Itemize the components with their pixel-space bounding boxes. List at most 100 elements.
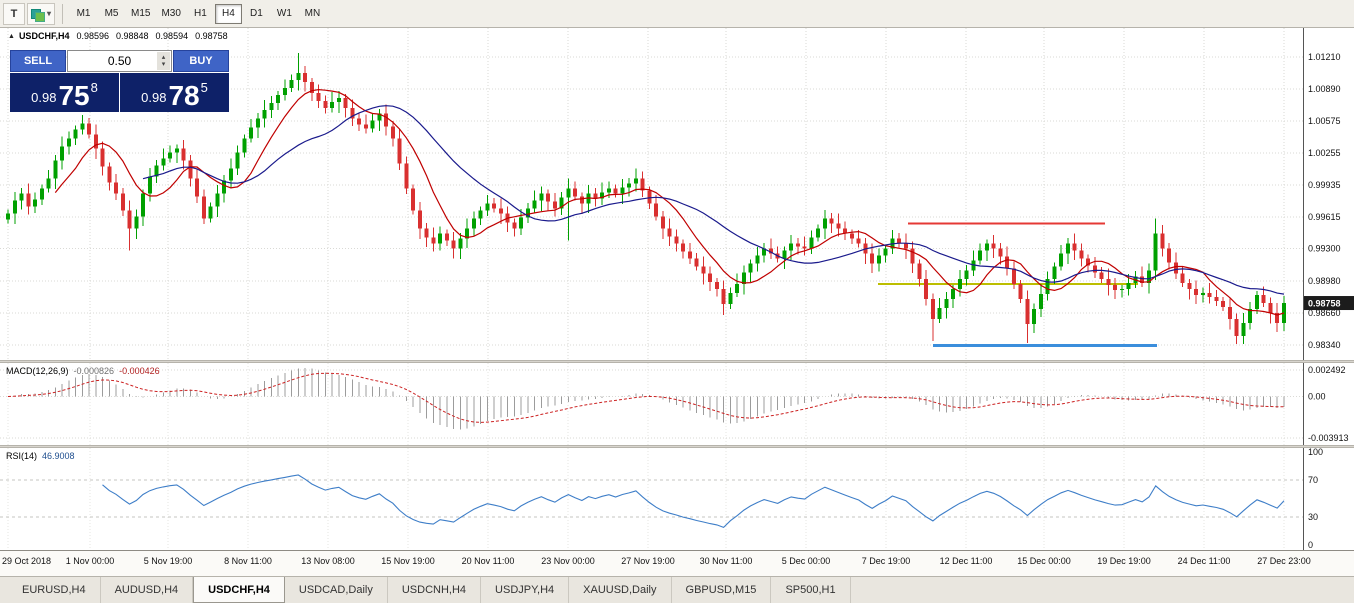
spinner-down-icon[interactable]: ▾	[161, 61, 166, 68]
svg-text:0.99935: 0.99935	[1308, 180, 1341, 190]
buy-price-prefix: 0.98	[141, 90, 167, 105]
svg-text:1.00575: 1.00575	[1308, 116, 1341, 126]
timeframe-button-m15[interactable]: M15	[126, 4, 155, 24]
ohlc-low: 0.98594	[155, 31, 189, 41]
price-chart-panel: 1.01210 1.00890 1.00575 1.00255 0.99935 0.996…	[0, 28, 1354, 360]
svg-text:0.98660: 0.98660	[1308, 308, 1341, 318]
time-axis-label: 19 Dec 19:00	[1097, 556, 1151, 566]
indicators-icon[interactable]: ▾	[27, 2, 56, 25]
svg-text:-0.003913: -0.003913	[1308, 433, 1349, 443]
svg-text:0.98758: 0.98758	[1308, 299, 1341, 309]
macd-chart[interactable]: 0.002492 0.00 -0.003913	[0, 363, 1354, 445]
panel-splitter[interactable]	[0, 445, 1354, 448]
rsi-label: RSI(14) 46.9008	[6, 451, 75, 461]
templates-glyph: T	[10, 7, 18, 20]
ohlc-high: 0.98848	[116, 31, 149, 41]
time-axis-label: 30 Nov 11:00	[699, 556, 753, 566]
volume-value[interactable]: 0.50	[107, 54, 132, 68]
sell-price-prefix: 0.98	[31, 90, 57, 105]
chart-tab-usdchf-h4[interactable]: USDCHF,H4	[193, 577, 285, 603]
time-axis-label: 20 Nov 11:00	[461, 556, 515, 566]
ohlc-open: 0.98596	[76, 31, 109, 41]
collapse-arrow-icon[interactable]: ▲	[8, 32, 15, 40]
price-chart[interactable]: 1.01210 1.00890 1.00575 1.00255 0.99935 0.996…	[0, 28, 1354, 360]
timeframe-button-w1[interactable]: W1	[271, 4, 298, 24]
time-axis-label: 27 Dec 23:00	[1257, 556, 1311, 566]
sell-price[interactable]: 0.98 75 8	[10, 73, 119, 112]
time-axis-label: 29 Oct 2018	[2, 556, 52, 566]
svg-text:0: 0	[1308, 540, 1313, 550]
svg-text:0.98340: 0.98340	[1308, 340, 1341, 350]
svg-text:30: 30	[1308, 512, 1318, 522]
timeframe-button-d1[interactable]: D1	[243, 4, 270, 24]
time-axis-label: 24 Dec 11:00	[1177, 556, 1231, 566]
time-axis-label: 27 Nov 19:00	[621, 556, 675, 566]
buy-price-sup: 5	[200, 80, 208, 95]
svg-text:1.01210: 1.01210	[1308, 52, 1341, 62]
volume-spinner[interactable]: ▴ ▾	[157, 52, 170, 70]
spinner-up-icon[interactable]: ▴	[161, 54, 166, 61]
time-axis-label: 15 Dec 00:00	[1017, 556, 1071, 566]
chart-tab-xauusd-daily[interactable]: XAUUSD,Daily	[569, 577, 672, 603]
chart-tab-usdcnh-h4[interactable]: USDCNH,H4	[388, 577, 482, 603]
macd-value-main: -0.000826	[73, 366, 115, 376]
timeframe-button-m30[interactable]: M30	[156, 4, 185, 24]
svg-text:0.99300: 0.99300	[1308, 244, 1341, 254]
macd-name: MACD(12,26,9)	[6, 366, 69, 376]
timeframe-button-m1[interactable]: M1	[70, 4, 97, 24]
symbol-ohlc: ▲ USDCHF,H4 0.98596 0.98848 0.98594 0.98…	[8, 31, 228, 41]
time-axis-label: 15 Nov 19:00	[381, 556, 435, 566]
svg-text:0.98980: 0.98980	[1308, 276, 1341, 286]
symbol-label: USDCHF,H4	[18, 31, 70, 41]
svg-text:70: 70	[1308, 475, 1318, 485]
chart-tab-audusd-h4[interactable]: AUDUSD,H4	[101, 577, 194, 603]
svg-text:1.00255: 1.00255	[1308, 148, 1341, 158]
time-axis[interactable]: 29 Oct 2018 1 Nov 00:00 5 Nov 19:00 8 Nov 1…	[0, 550, 1354, 576]
chart-tab-eurusd-h4[interactable]: EURUSD,H4	[8, 577, 101, 603]
time-axis-label: 1 Nov 00:00	[65, 556, 115, 566]
volume-control[interactable]: 0.50 ▴ ▾	[67, 50, 172, 72]
svg-text:100: 100	[1308, 448, 1323, 457]
macd-value-signal: -0.000426	[119, 366, 160, 376]
one-click-trading-widget: SELL 0.50 ▴ ▾ BUY 0.98 75 8 0.98	[10, 50, 229, 112]
svg-text:0.002492: 0.002492	[1308, 365, 1346, 375]
toolbar: T ▾ M1 M5 M15 M30 H1 H4 D1 W1 MN	[0, 0, 1354, 28]
layers-icon	[31, 8, 45, 22]
timeframe-button-h4[interactable]: H4	[214, 3, 242, 24]
svg-text:0.99615: 0.99615	[1308, 212, 1341, 222]
sell-price-big: 75	[58, 79, 90, 111]
buy-price-big: 78	[168, 79, 200, 111]
ohlc-close: 0.98758	[195, 31, 228, 41]
time-axis-label: 5 Nov 19:00	[143, 556, 193, 566]
macd-panel: 0.002492 0.00 -0.003913 MACD(12,26,9) -0.0…	[0, 363, 1354, 445]
rsi-name: RSI(14)	[6, 451, 38, 461]
timeframe-button-m5[interactable]: M5	[98, 4, 125, 24]
svg-text:1.00890: 1.00890	[1308, 84, 1341, 94]
time-axis-label: 12 Dec 11:00	[939, 556, 993, 566]
panel-splitter[interactable]	[0, 360, 1354, 363]
templates-icon[interactable]: T	[3, 2, 25, 25]
chart-tab-sp500-h1[interactable]: SP500,H1	[771, 577, 851, 603]
time-axis-label: 7 Dec 19:00	[861, 556, 911, 566]
timeframe-button-h1[interactable]: H1	[187, 4, 214, 24]
chart-tab-usdjpy-h4[interactable]: USDJPY,H4	[481, 577, 570, 603]
buy-price[interactable]: 0.98 78 5	[120, 73, 229, 112]
buy-button[interactable]: BUY	[173, 50, 229, 72]
time-axis-label: 8 Nov 11:00	[224, 556, 272, 566]
macd-label: MACD(12,26,9) -0.000826 -0.000426	[6, 366, 160, 376]
time-axis-label: 23 Nov 00:00	[541, 556, 595, 566]
timeframe-button-mn[interactable]: MN	[299, 4, 326, 24]
chart-tab-bar: EURUSD,H4 AUDUSD,H4 USDCHF,H4 USDCAD,Daily U…	[0, 576, 1354, 603]
rsi-chart[interactable]: 100 70 30 0	[0, 448, 1354, 550]
time-axis-label: 13 Nov 08:00	[301, 556, 355, 566]
timeframe-group: M1 M5 M15 M30 H1 H4 D1 W1 MN	[70, 3, 326, 24]
sell-price-sup: 8	[90, 80, 98, 95]
toolbar-separator	[62, 3, 64, 24]
rsi-value: 46.9008	[42, 451, 75, 461]
chart-tab-usdcad-daily[interactable]: USDCAD,Daily	[285, 577, 388, 603]
chart-tab-gbpusd-m15[interactable]: GBPUSD,M15	[672, 577, 772, 603]
sell-button[interactable]: SELL	[10, 50, 66, 72]
chevron-down-icon: ▾	[47, 9, 52, 18]
svg-text:0.00: 0.00	[1308, 391, 1326, 401]
